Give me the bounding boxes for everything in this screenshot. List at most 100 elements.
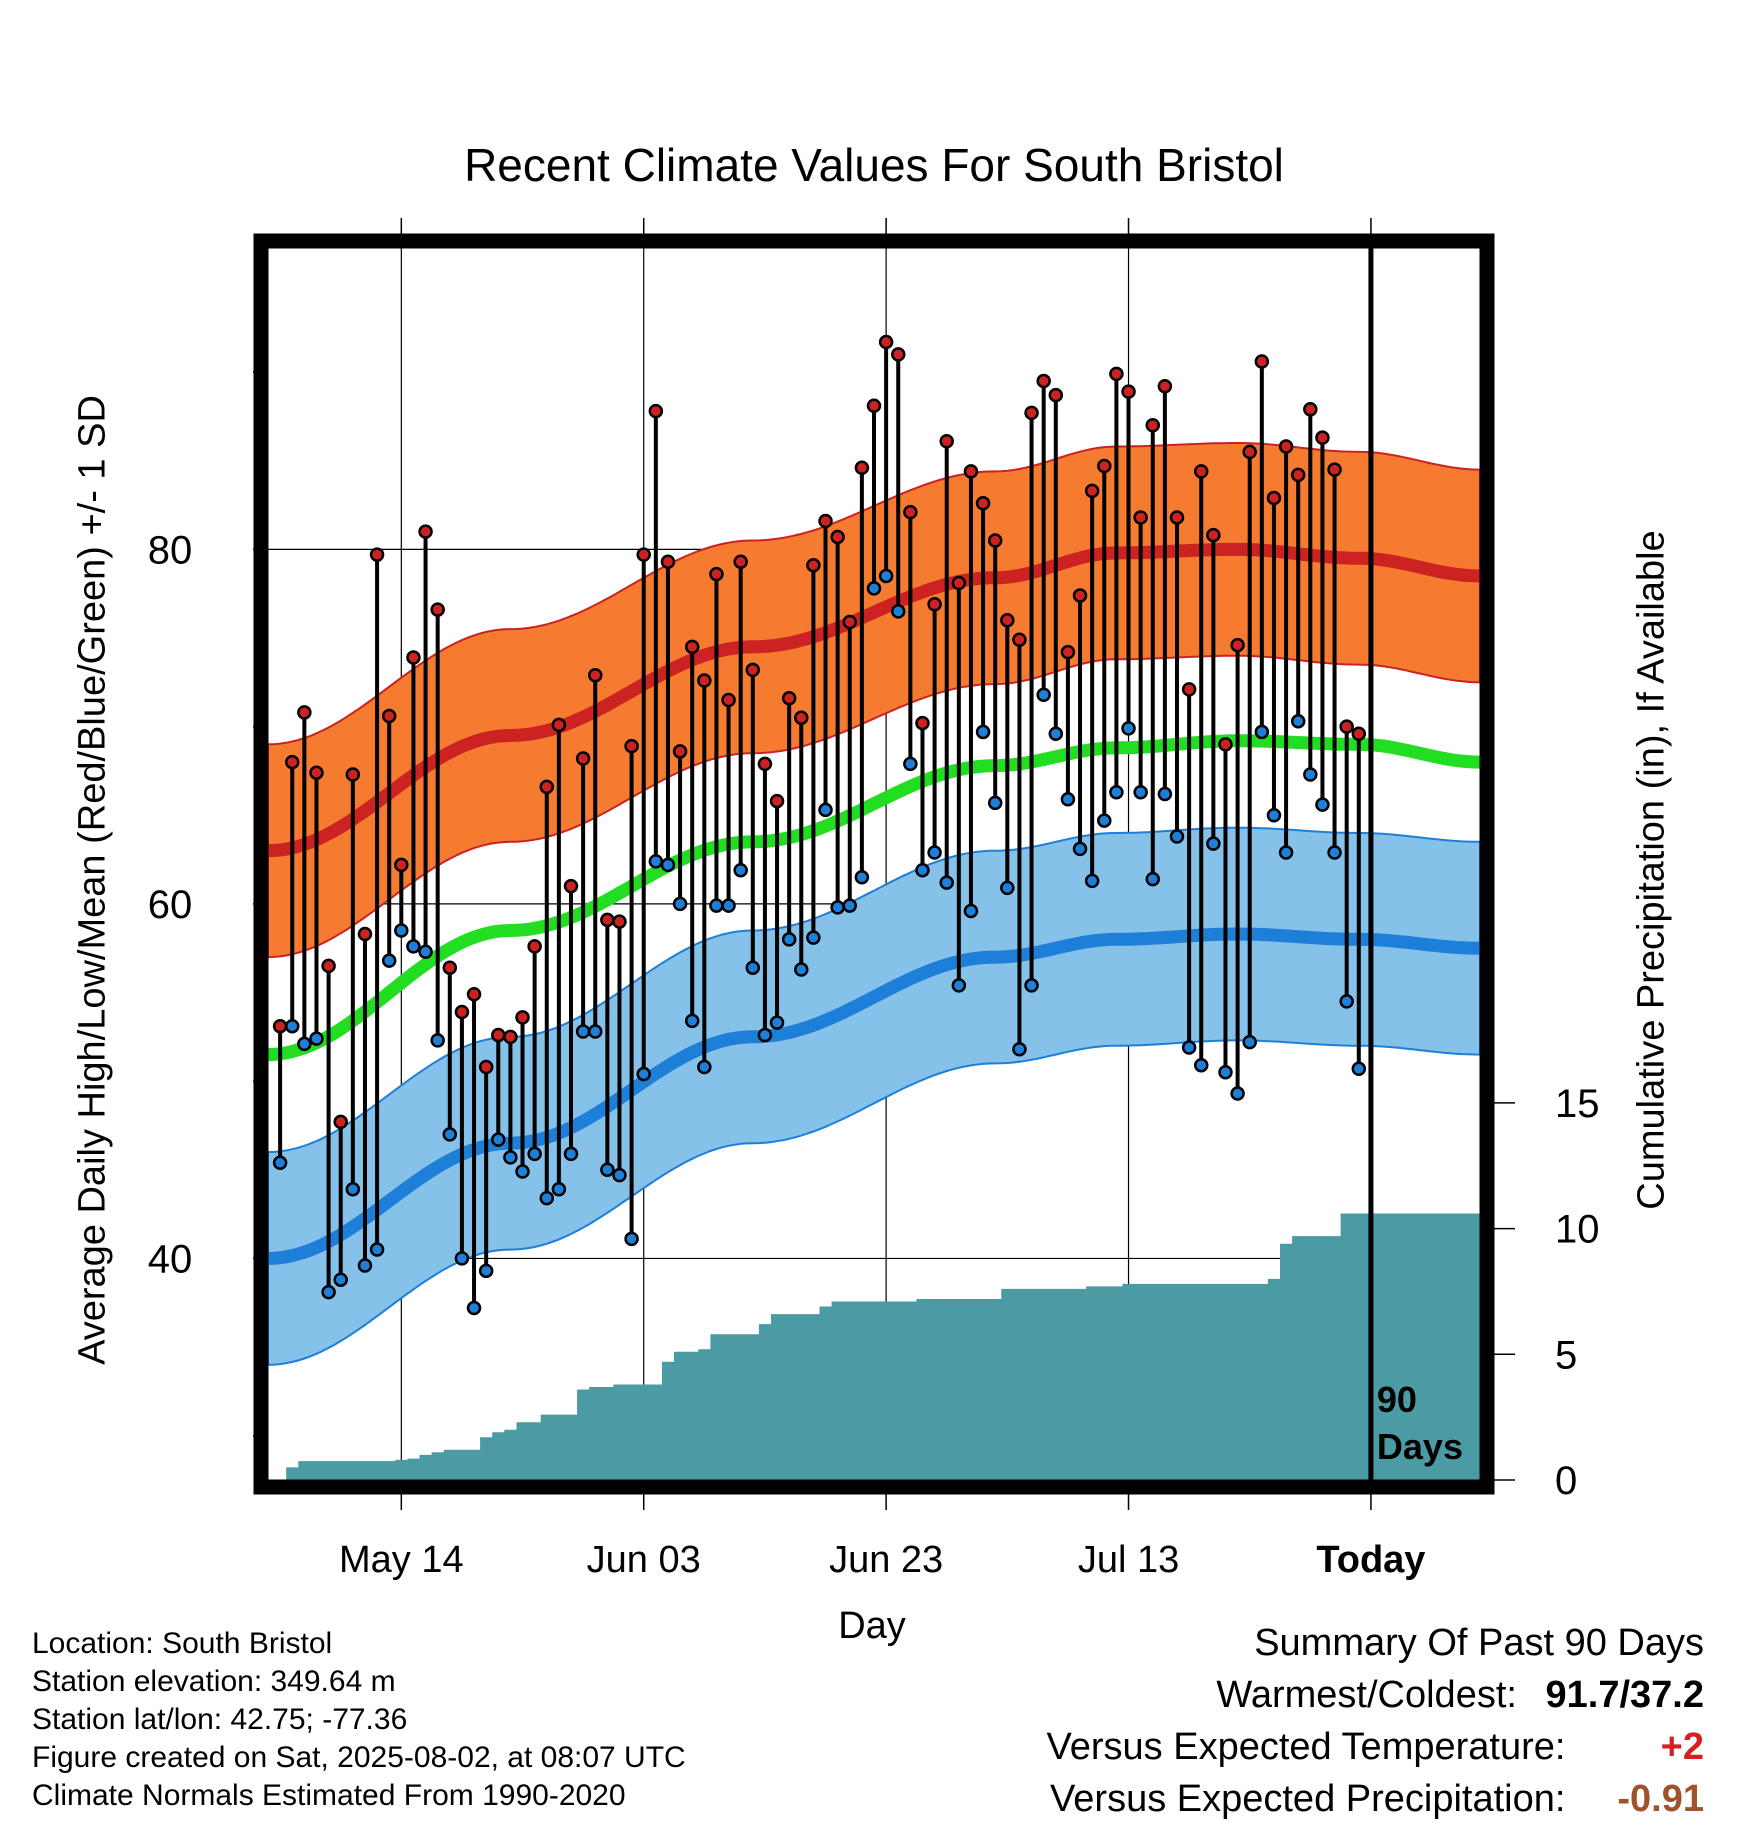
daily-high-point [600,912,615,928]
daily-low-point [333,1272,348,1287]
footer-created: Figure created on Sat, 2025-08-02, at 08… [32,1741,686,1774]
daily-high-point [503,1029,518,1045]
daily-low-point [1157,786,1173,802]
daily-high-point [1121,384,1136,399]
daily-low-point [890,604,906,619]
daily-high-point [721,692,736,708]
daily-high-point [309,765,324,780]
daily-low-point [975,724,991,740]
daily-high-point [1084,483,1100,499]
summary-heading: Summary Of Past 90 Days [1254,1622,1704,1664]
daily-low-point [684,1013,700,1029]
daily-high-point [842,614,858,630]
plot-frame [253,233,1495,1495]
daily-high-point [297,705,312,720]
axes: 40 60 80 0 5 10 15 May 14 Jun 03 Jun 23 Jul 13 Toda… [148,218,1600,1581]
daily-high-point [1193,464,1209,479]
plot-border [253,233,1495,1495]
daily-high-point [1242,444,1257,460]
daily-high-point [890,347,906,362]
y2-tick-label: 15 [1555,1082,1600,1126]
daily-low-point [272,1155,288,1170]
daily-low-point [854,870,870,885]
daily-high-point [321,958,336,974]
daily-low-point [1012,1041,1027,1057]
cumulative-precip-area [274,1213,1487,1480]
daily-high-point [987,533,1003,548]
daily-low-point [878,568,894,584]
daily-high-point [769,793,785,809]
daily-low-point [794,962,809,977]
daily-low-point [951,978,967,993]
daily-high-point [394,857,409,873]
daily-high-point [575,751,591,766]
today-annotation: Days [1377,1426,1463,1467]
today-marker: 90 Days [1368,248,1463,1480]
daily-high-point [1072,588,1088,603]
normal-mean-line [267,734,1481,1062]
daily-high-point [491,1027,506,1043]
daily-high-point [660,554,676,570]
daily-high-point [1351,726,1367,741]
temp-anomaly-label: Versus Expected Temperature: [1046,1726,1566,1768]
daily-low-point [818,802,833,818]
daily-low-point [527,1146,542,1162]
daily-high-point [830,529,845,545]
x-tick-label: Today [1316,1539,1425,1581]
daily-low-point [1327,845,1342,860]
daily-low-point [454,1251,470,1266]
footer-normals: Climate Normals Estimated From 1990-2020 [32,1779,626,1812]
daily-low-point [321,1284,336,1300]
daily-high-point [697,673,712,688]
daily-high-point [624,738,639,754]
daily-low-point [394,923,409,938]
x-tick-label: Jun 23 [829,1539,943,1581]
daily-high-point [612,914,627,929]
daily-low-point [381,953,397,968]
daily-low-point [1218,1065,1233,1080]
daily-low-point [345,1182,361,1197]
daily-low-point [357,1258,373,1273]
summary-precip: Versus Expected Precipitation: -0.91 [1050,1778,1704,1821]
daily-low-point [563,1146,579,1162]
footer-elevation: Station elevation: 349.64 m [32,1665,396,1698]
x-tick-label: Jun 03 [587,1539,701,1581]
y2-axis-label: Cumulative Precipitation (in), If Availa… [1630,530,1673,1210]
daily-high-point [939,433,954,449]
daily-high-point [454,1004,470,1020]
daily-low-point [600,1162,615,1178]
daily-low-point [1000,880,1015,896]
daily-low-point [1060,792,1076,807]
x-tick-label: Jul 13 [1078,1539,1179,1581]
daily-low-point [575,1024,591,1039]
precipitation-area [274,1213,1487,1480]
daily-high-point [539,779,555,795]
daily-low-point [478,1263,494,1279]
daily-low-point [297,1036,312,1052]
daily-low-point [1242,1034,1257,1050]
daily-high-point [1315,430,1330,445]
warmest-coldest-label: Warmest/Coldest: [1216,1674,1517,1716]
daily-low-point [915,862,930,878]
daily-high-point [757,756,773,772]
daily-high-point [1327,462,1342,477]
daily-low-point [1230,1086,1245,1101]
daily-low-point [745,960,761,975]
temp-anomaly-value: +2 [1660,1726,1704,1768]
daily-high-point [345,767,361,782]
daily-low-point [1109,784,1124,800]
normal-low-line [267,927,1481,1265]
daily-high-point [1278,439,1294,454]
daily-low-point [539,1190,555,1206]
x-axis-label: Day [838,1605,906,1647]
daily-low-point [418,944,433,959]
daily-low-point [660,857,676,873]
daily-low-point [806,930,821,945]
normal-bands [267,442,1481,1366]
daily-high-point [878,334,894,350]
daily-low-point [927,845,942,860]
daily-high-point [1254,354,1270,369]
daily-low-point [369,1242,385,1257]
daily-low-point [1339,994,1354,1009]
daily-high-point [1290,467,1306,483]
